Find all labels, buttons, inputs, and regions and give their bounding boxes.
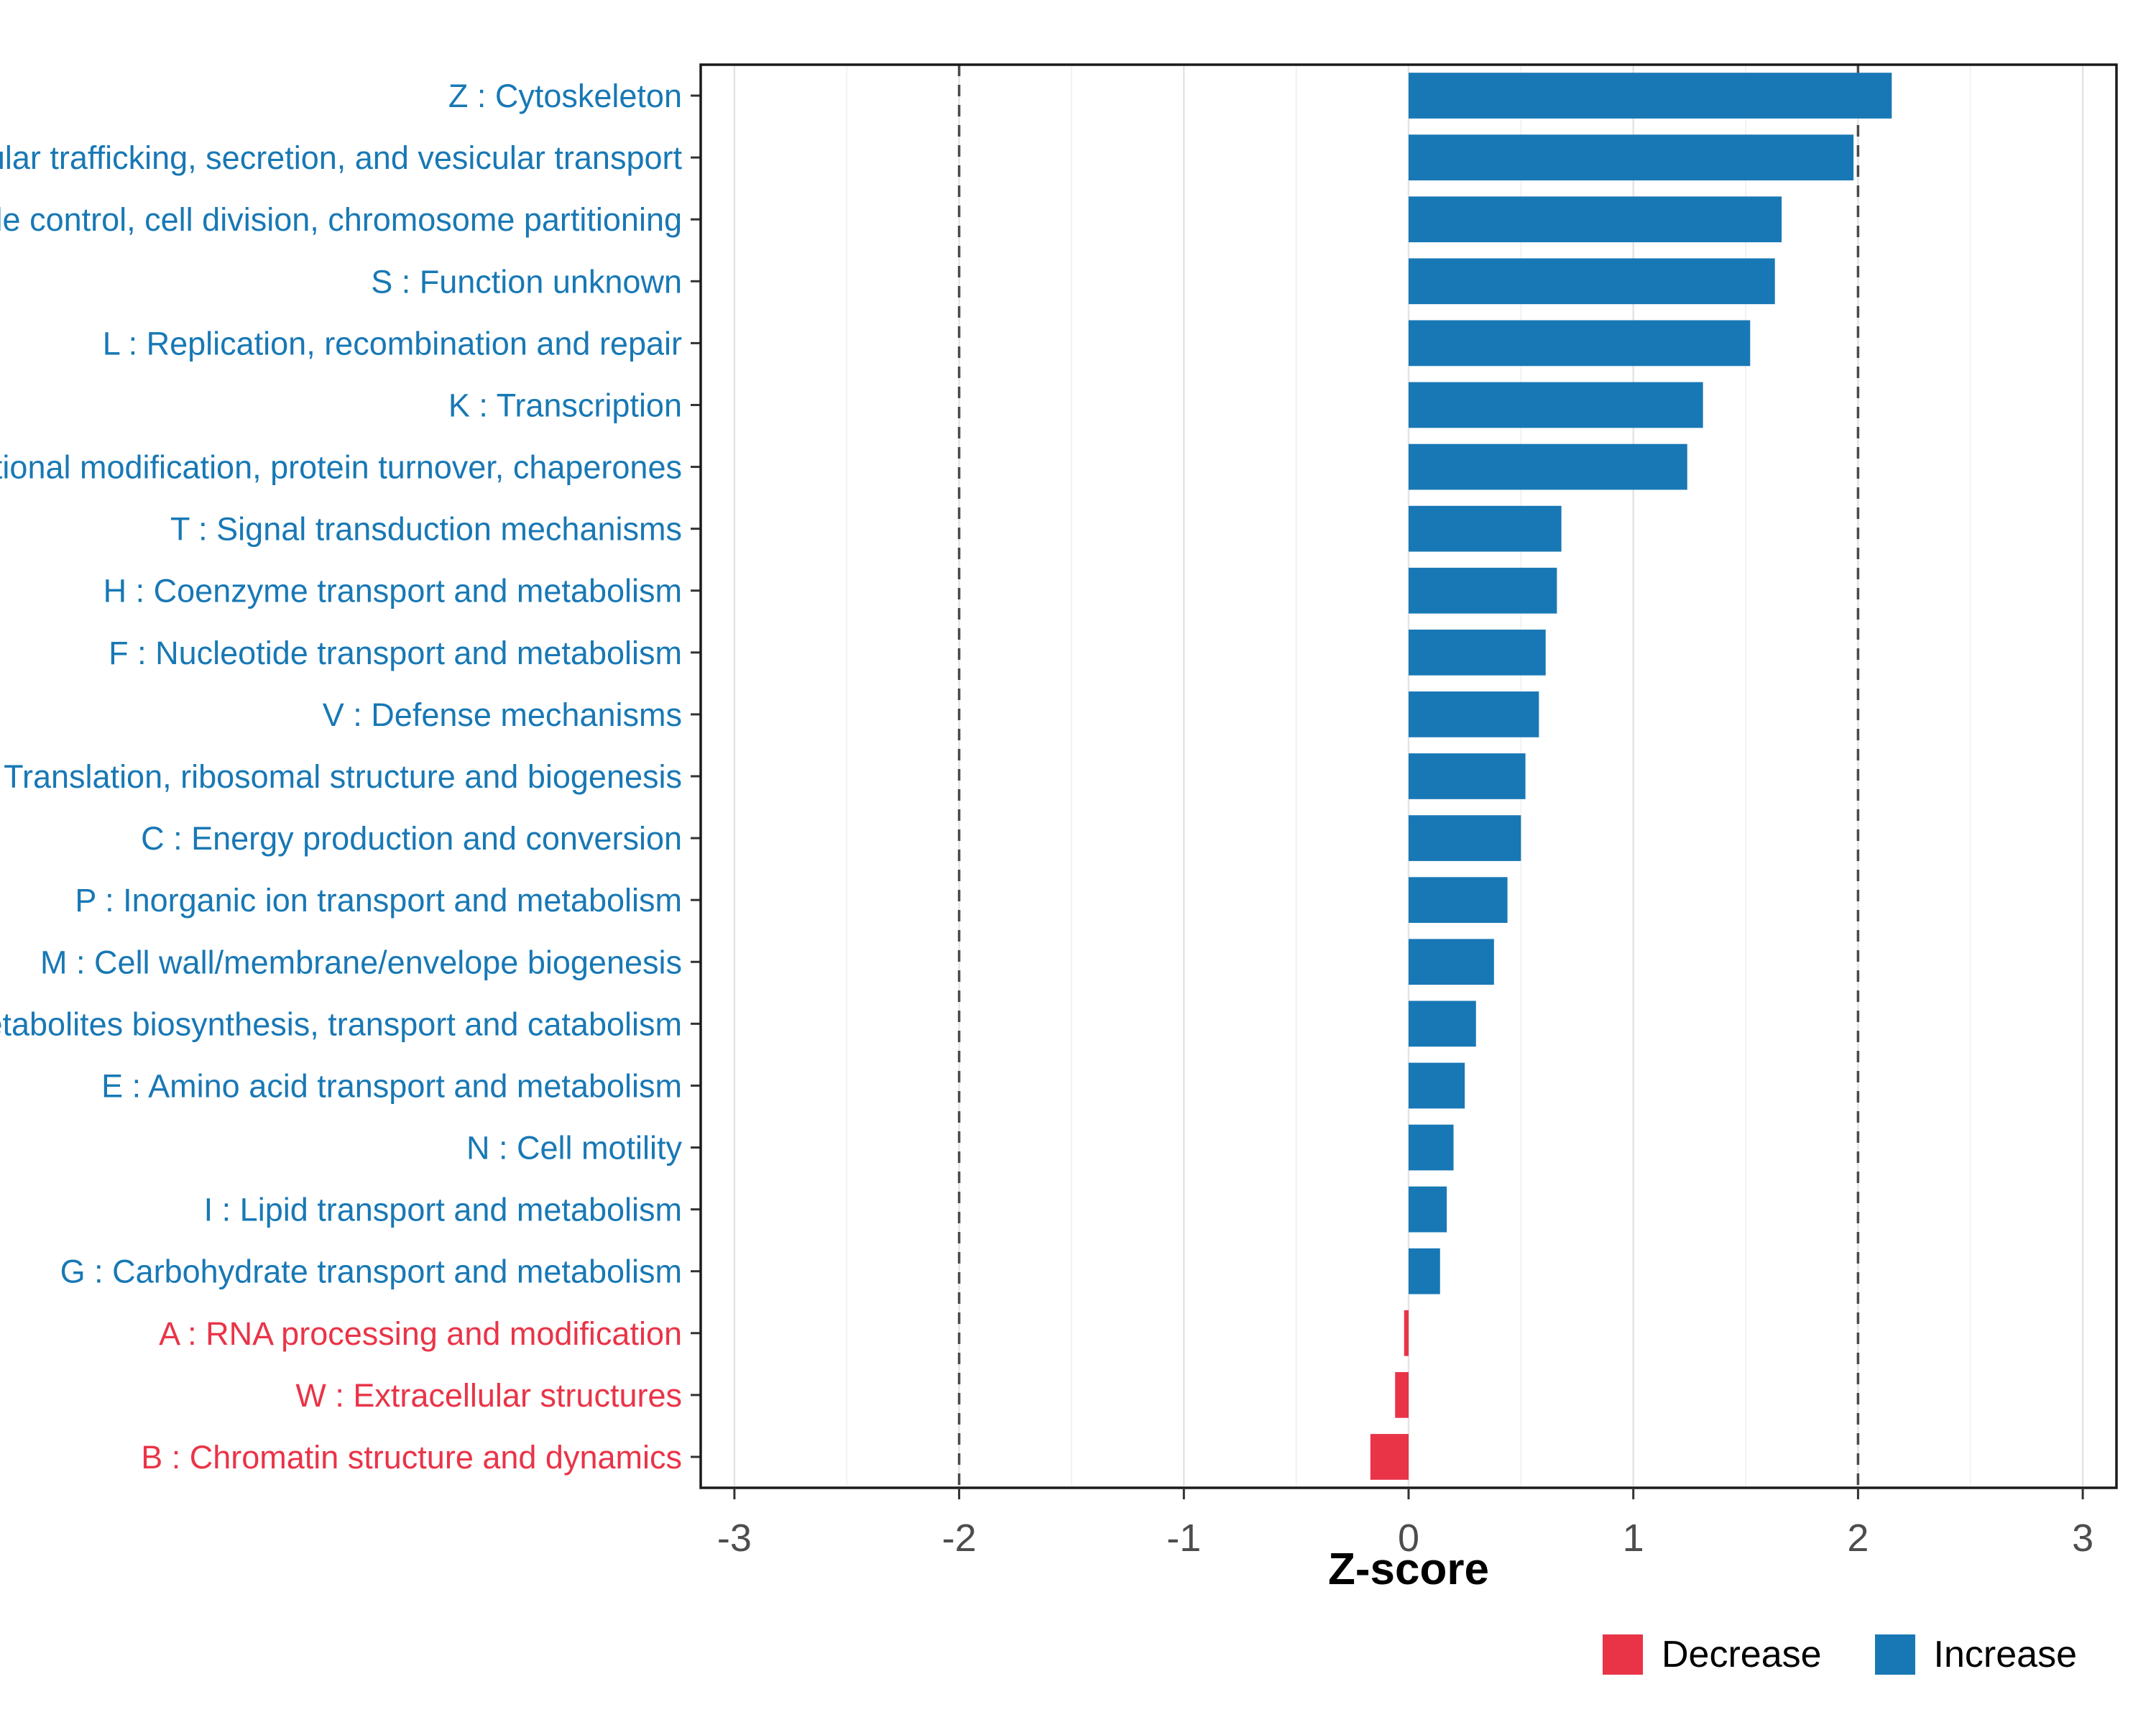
bar	[1409, 505, 1562, 552]
x-tick-label: -3	[717, 1517, 752, 1560]
x-tick-label: 0	[1398, 1517, 1419, 1560]
category-label: V : Defense mechanisms	[323, 696, 682, 733]
legend-item-decrease: Decrease	[1602, 1633, 1822, 1676]
category-label: J : Translation, ribosomal structure and…	[0, 758, 682, 795]
bar	[1409, 753, 1526, 799]
bar	[1409, 815, 1521, 861]
bar	[1409, 443, 1687, 490]
category-label: A : RNA processing and modification	[159, 1315, 682, 1352]
bar	[1409, 1000, 1476, 1047]
bar	[1409, 196, 1782, 243]
category-label: W : Extracellular structures	[295, 1377, 682, 1414]
bar	[1409, 1248, 1440, 1294]
increase-swatch	[1874, 1634, 1915, 1675]
category-label: T : Signal transduction mechanisms	[170, 511, 682, 548]
x-tick-label: 3	[2072, 1517, 2093, 1560]
bar	[1395, 1372, 1409, 1418]
category-label: O : Posttranslational modification, prot…	[0, 449, 682, 486]
bar	[1409, 382, 1703, 428]
category-label: F : Nucleotide transport and metabolism	[109, 635, 682, 671]
category-label: G : Carbohydrate transport and metabolis…	[60, 1254, 682, 1290]
x-tick-label: -1	[1166, 1517, 1201, 1560]
x-tick-label: 2	[1847, 1517, 1869, 1560]
legend-label-decrease: Decrease	[1661, 1634, 1822, 1675]
category-label: Q : Secondary metabolites biosynthesis, …	[0, 1006, 682, 1042]
bar-chart: Z : Cytoskeleton U : Intracellular traffi…	[0, 63, 2118, 1560]
legend-label-increase: Increase	[1933, 1634, 2077, 1675]
bar	[1409, 320, 1751, 367]
bar	[1409, 629, 1546, 676]
bar	[1409, 258, 1775, 305]
category-label: P : Inorganic ion transport and metaboli…	[75, 882, 682, 919]
category-label: U : Intracellular trafficking, secretion…	[0, 139, 682, 176]
bar	[1370, 1434, 1409, 1480]
bar	[1404, 1310, 1409, 1356]
category-label: L : Replication, recombination and repai…	[103, 325, 682, 362]
category-label: D : Cell cycle control, cell division, c…	[0, 201, 682, 238]
legend: Decrease Increase	[1602, 1633, 2077, 1676]
decrease-swatch	[1602, 1634, 1643, 1675]
x-axis-title: Z-score	[1328, 1545, 1489, 1594]
category-label: Z : Cytoskeleton	[448, 78, 682, 114]
x-tick-label: -2	[942, 1517, 977, 1560]
bar	[1409, 1124, 1454, 1171]
category-label: S : Function unknown	[371, 263, 682, 300]
category-label: K : Transcription	[448, 387, 682, 423]
legend-item-increase: Increase	[1874, 1633, 2077, 1676]
category-label: E : Amino acid transport and metabolism	[101, 1067, 682, 1104]
x-tick-label: 1	[1623, 1517, 1644, 1560]
category-label: N : Cell motility	[466, 1130, 683, 1167]
bar	[1409, 939, 1494, 985]
bar	[1409, 1062, 1465, 1109]
bar	[1409, 567, 1557, 614]
category-label: H : Coenzyme transport and metabolism	[103, 573, 682, 610]
category-label: M : Cell wall/membrane/envelope biogenes…	[40, 944, 682, 980]
bar	[1409, 691, 1539, 737]
bar	[1409, 73, 1892, 119]
bar	[1409, 877, 1508, 924]
category-label: C : Energy production and conversion	[141, 820, 682, 857]
category-label: I : Lipid transport and metabolism	[204, 1192, 682, 1228]
bar	[1409, 1186, 1447, 1233]
category-label: B : Chromatin structure and dynamics	[141, 1439, 682, 1476]
bar	[1409, 134, 1854, 180]
